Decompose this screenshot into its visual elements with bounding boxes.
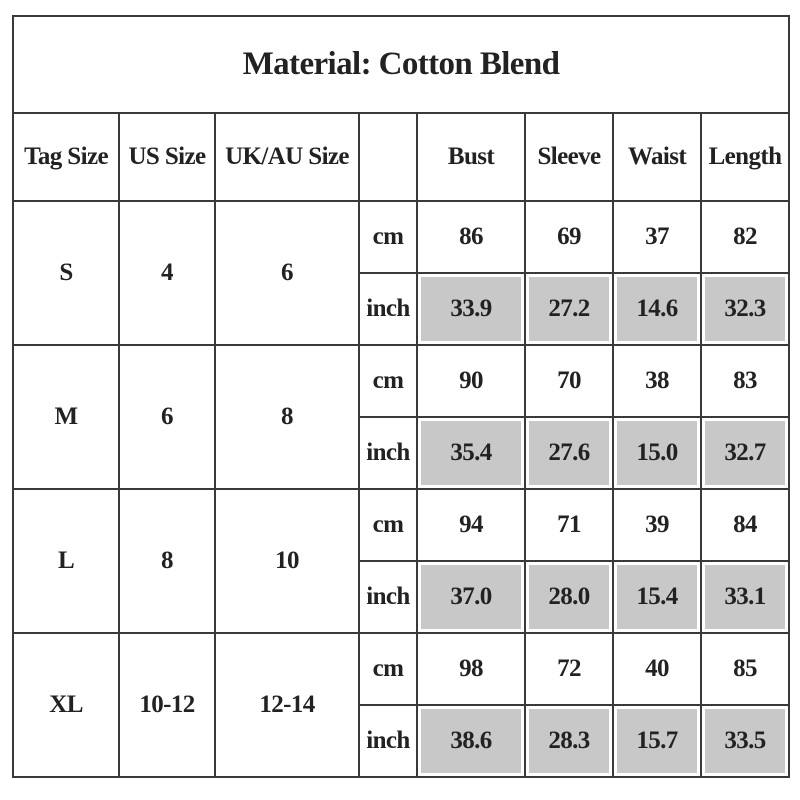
size-table: Material: Cotton Blend Tag Size US Size UK… <box>12 15 790 778</box>
measure-header: Bust <box>416 112 526 202</box>
size-row: inch 35.4 27.6 15.0 32.7 <box>13 416 790 490</box>
measure-value: 39 <box>612 488 702 562</box>
unit: inch <box>358 416 418 490</box>
title: Material: Cotton Blend <box>12 15 790 114</box>
unit: cm <box>358 488 418 562</box>
column-header: Tag Size <box>12 112 120 202</box>
measure-value: 84 <box>700 488 790 562</box>
size-row: M 6 8 cm 90 70 38 83 <box>12 344 790 490</box>
table-body: Material: Cotton Blend Tag Size US Size UK… <box>12 15 790 778</box>
measure-value: 32.7 <box>700 416 790 490</box>
uk-size: 6 <box>214 200 360 346</box>
measure-value: 33.5 <box>700 704 790 778</box>
unit-header <box>358 112 418 202</box>
unit: inch <box>358 560 418 634</box>
uk-size: 8 <box>214 344 360 490</box>
size-row: XL 10-12 12-14 cm 98 72 40 85 <box>12 632 790 778</box>
measure-value: 37 <box>612 200 702 274</box>
tag-size: XL <box>12 632 120 778</box>
measure-value: 38 <box>612 344 702 418</box>
column-header: UK/AU Size <box>214 112 360 202</box>
measure-value: 33.1 <box>700 560 790 634</box>
size-chart: Material: Cotton Blend Tag Size US Size UK… <box>12 15 790 778</box>
measure-value: 28.3 <box>524 704 614 778</box>
title-row: Material: Cotton Blend <box>12 15 790 114</box>
measure-value: 85 <box>700 632 790 706</box>
measure-value: 14.6 <box>612 272 702 346</box>
unit: cm <box>358 344 418 418</box>
tag-size: M <box>12 344 120 490</box>
measure-value: 83 <box>700 344 790 418</box>
us-size: 6 <box>118 344 216 490</box>
size-row: inch 38.6 28.3 15.7 33.5 <box>13 704 790 778</box>
uk-size: 12-14 <box>214 632 360 778</box>
column-header: US Size <box>118 112 216 202</box>
measure-value: 32.3 <box>700 272 790 346</box>
measure-value: 38.6 <box>416 704 526 778</box>
measure-header: Sleeve <box>524 112 614 202</box>
us-size: 8 <box>118 488 216 634</box>
measure-value: 37.0 <box>416 560 526 634</box>
measure-value: 71 <box>524 488 614 562</box>
tag-size: S <box>12 200 120 346</box>
measure-value: 90 <box>416 344 526 418</box>
measure-value: 40 <box>612 632 702 706</box>
uk-size: 10 <box>214 488 360 634</box>
unit: inch <box>358 272 418 346</box>
measure-value: 69 <box>524 200 614 274</box>
us-size: 4 <box>118 200 216 346</box>
measure-value: 94 <box>416 488 526 562</box>
header-row: Tag Size US Size UK/AU Size Bust Sleeve Waist… <box>12 112 790 202</box>
size-row: inch 33.9 27.2 14.6 32.3 <box>13 272 790 346</box>
measure-header: Length <box>700 112 790 202</box>
measure-value: 27.6 <box>524 416 614 490</box>
measure-value: 27.2 <box>524 272 614 346</box>
size-row: inch 37.0 28.0 15.4 33.1 <box>13 560 790 634</box>
measure-value: 35.4 <box>416 416 526 490</box>
measure-value: 82 <box>700 200 790 274</box>
unit: cm <box>358 632 418 706</box>
tag-size: L <box>12 488 120 634</box>
measure-value: 33.9 <box>416 272 526 346</box>
measure-value: 15.7 <box>612 704 702 778</box>
size-row: S 4 6 cm 86 69 37 82 <box>12 200 790 346</box>
measure-value: 70 <box>524 344 614 418</box>
us-size: 10-12 <box>118 632 216 778</box>
measure-header: Waist <box>612 112 702 202</box>
measure-value: 86 <box>416 200 526 274</box>
measure-value: 72 <box>524 632 614 706</box>
measure-value: 98 <box>416 632 526 706</box>
unit: inch <box>358 704 418 778</box>
measure-value: 28.0 <box>524 560 614 634</box>
unit: cm <box>358 200 418 274</box>
measure-value: 15.0 <box>612 416 702 490</box>
size-row: L 8 10 cm 94 71 39 84 <box>12 488 790 634</box>
measure-value: 15.4 <box>612 560 702 634</box>
